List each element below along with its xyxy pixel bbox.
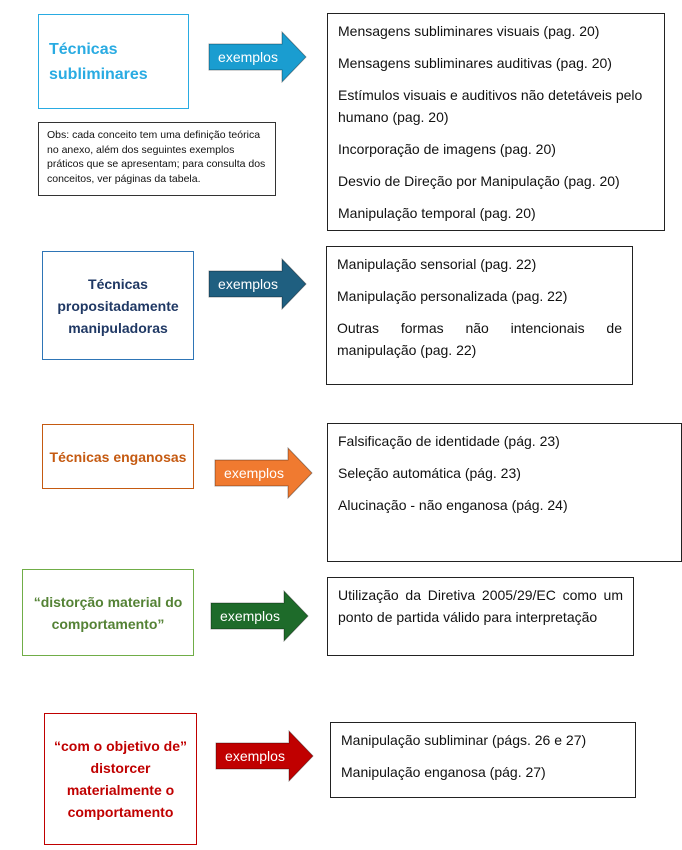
arrow-right-icon	[210, 590, 309, 642]
arrow-label: exemplos	[220, 608, 280, 624]
note-box: Obs: cada conceito tem uma definição teó…	[38, 122, 276, 196]
example-item: Estímulos visuais e auditivos não detetá…	[338, 87, 643, 125]
arrow-label: exemplos	[218, 49, 278, 65]
examples-box: Mensagens subliminares visuais (pag. 20)…	[327, 13, 665, 231]
example-item: Mensagens subliminares auditivas (pag. 2…	[338, 55, 612, 71]
example-item: Outras formas não intencionais de manipu…	[337, 320, 622, 358]
examples-box: Manipulação subliminar (págs. 26 e 27) Ma…	[330, 722, 636, 798]
examples-box: Manipulação sensorial (pag. 22) Manipulaç…	[326, 246, 633, 385]
example-item: Falsificação de identidade (pág. 23)	[338, 433, 560, 449]
arrow-right-icon	[208, 258, 307, 310]
exemplos-arrow: exemplos	[210, 590, 310, 642]
exemplos-arrow: exemplos	[214, 447, 314, 499]
example-item: Mensagens subliminares visuais (pag. 20)	[338, 23, 600, 39]
example-item: Manipulação subliminar (págs. 26 e 27)	[341, 732, 587, 748]
exemplos-arrow: exemplos	[215, 730, 315, 782]
arrow-right-icon	[214, 447, 313, 499]
example-item: Manipulação enganosa (pág. 27)	[341, 764, 546, 780]
example-item: Manipulação sensorial (pag. 22)	[337, 256, 537, 272]
category-box: “distorção material do comportamento”	[22, 569, 194, 656]
examples-box: Utilização da Diretiva 2005/29/EC como u…	[327, 577, 634, 656]
example-item: Desvio de Direção por Manipulação (pag. …	[338, 173, 620, 189]
exemplos-arrow: exemplos	[208, 31, 308, 83]
examples-box: Falsificação de identidade (pág. 23) Sele…	[327, 423, 682, 562]
arrow-label: exemplos	[225, 748, 285, 764]
example-item: Incorporação de imagens (pag. 20)	[338, 141, 556, 157]
category-box: Técnicas enganosas	[42, 424, 194, 489]
category-box: Técnicas propositadamente manipuladoras	[42, 251, 194, 360]
example-item: Utilização da Diretiva 2005/29/EC como u…	[338, 587, 623, 625]
exemplos-arrow: exemplos	[208, 258, 308, 310]
example-item: Seleção automática (pág. 23)	[338, 465, 521, 481]
category-box: Técnicas subliminares	[38, 14, 189, 109]
category-box: “com o objetivo de” distorcer materialme…	[44, 713, 197, 845]
arrow-label: exemplos	[224, 465, 284, 481]
arrow-right-icon	[208, 31, 307, 83]
example-item: Alucinação - não enganosa (pág. 24)	[338, 497, 568, 513]
example-item: Manipulação temporal (pag. 20)	[338, 205, 536, 221]
arrow-label: exemplos	[218, 276, 278, 292]
arrow-right-icon	[215, 730, 314, 782]
example-item: Manipulação personalizada (pag. 22)	[337, 288, 568, 304]
